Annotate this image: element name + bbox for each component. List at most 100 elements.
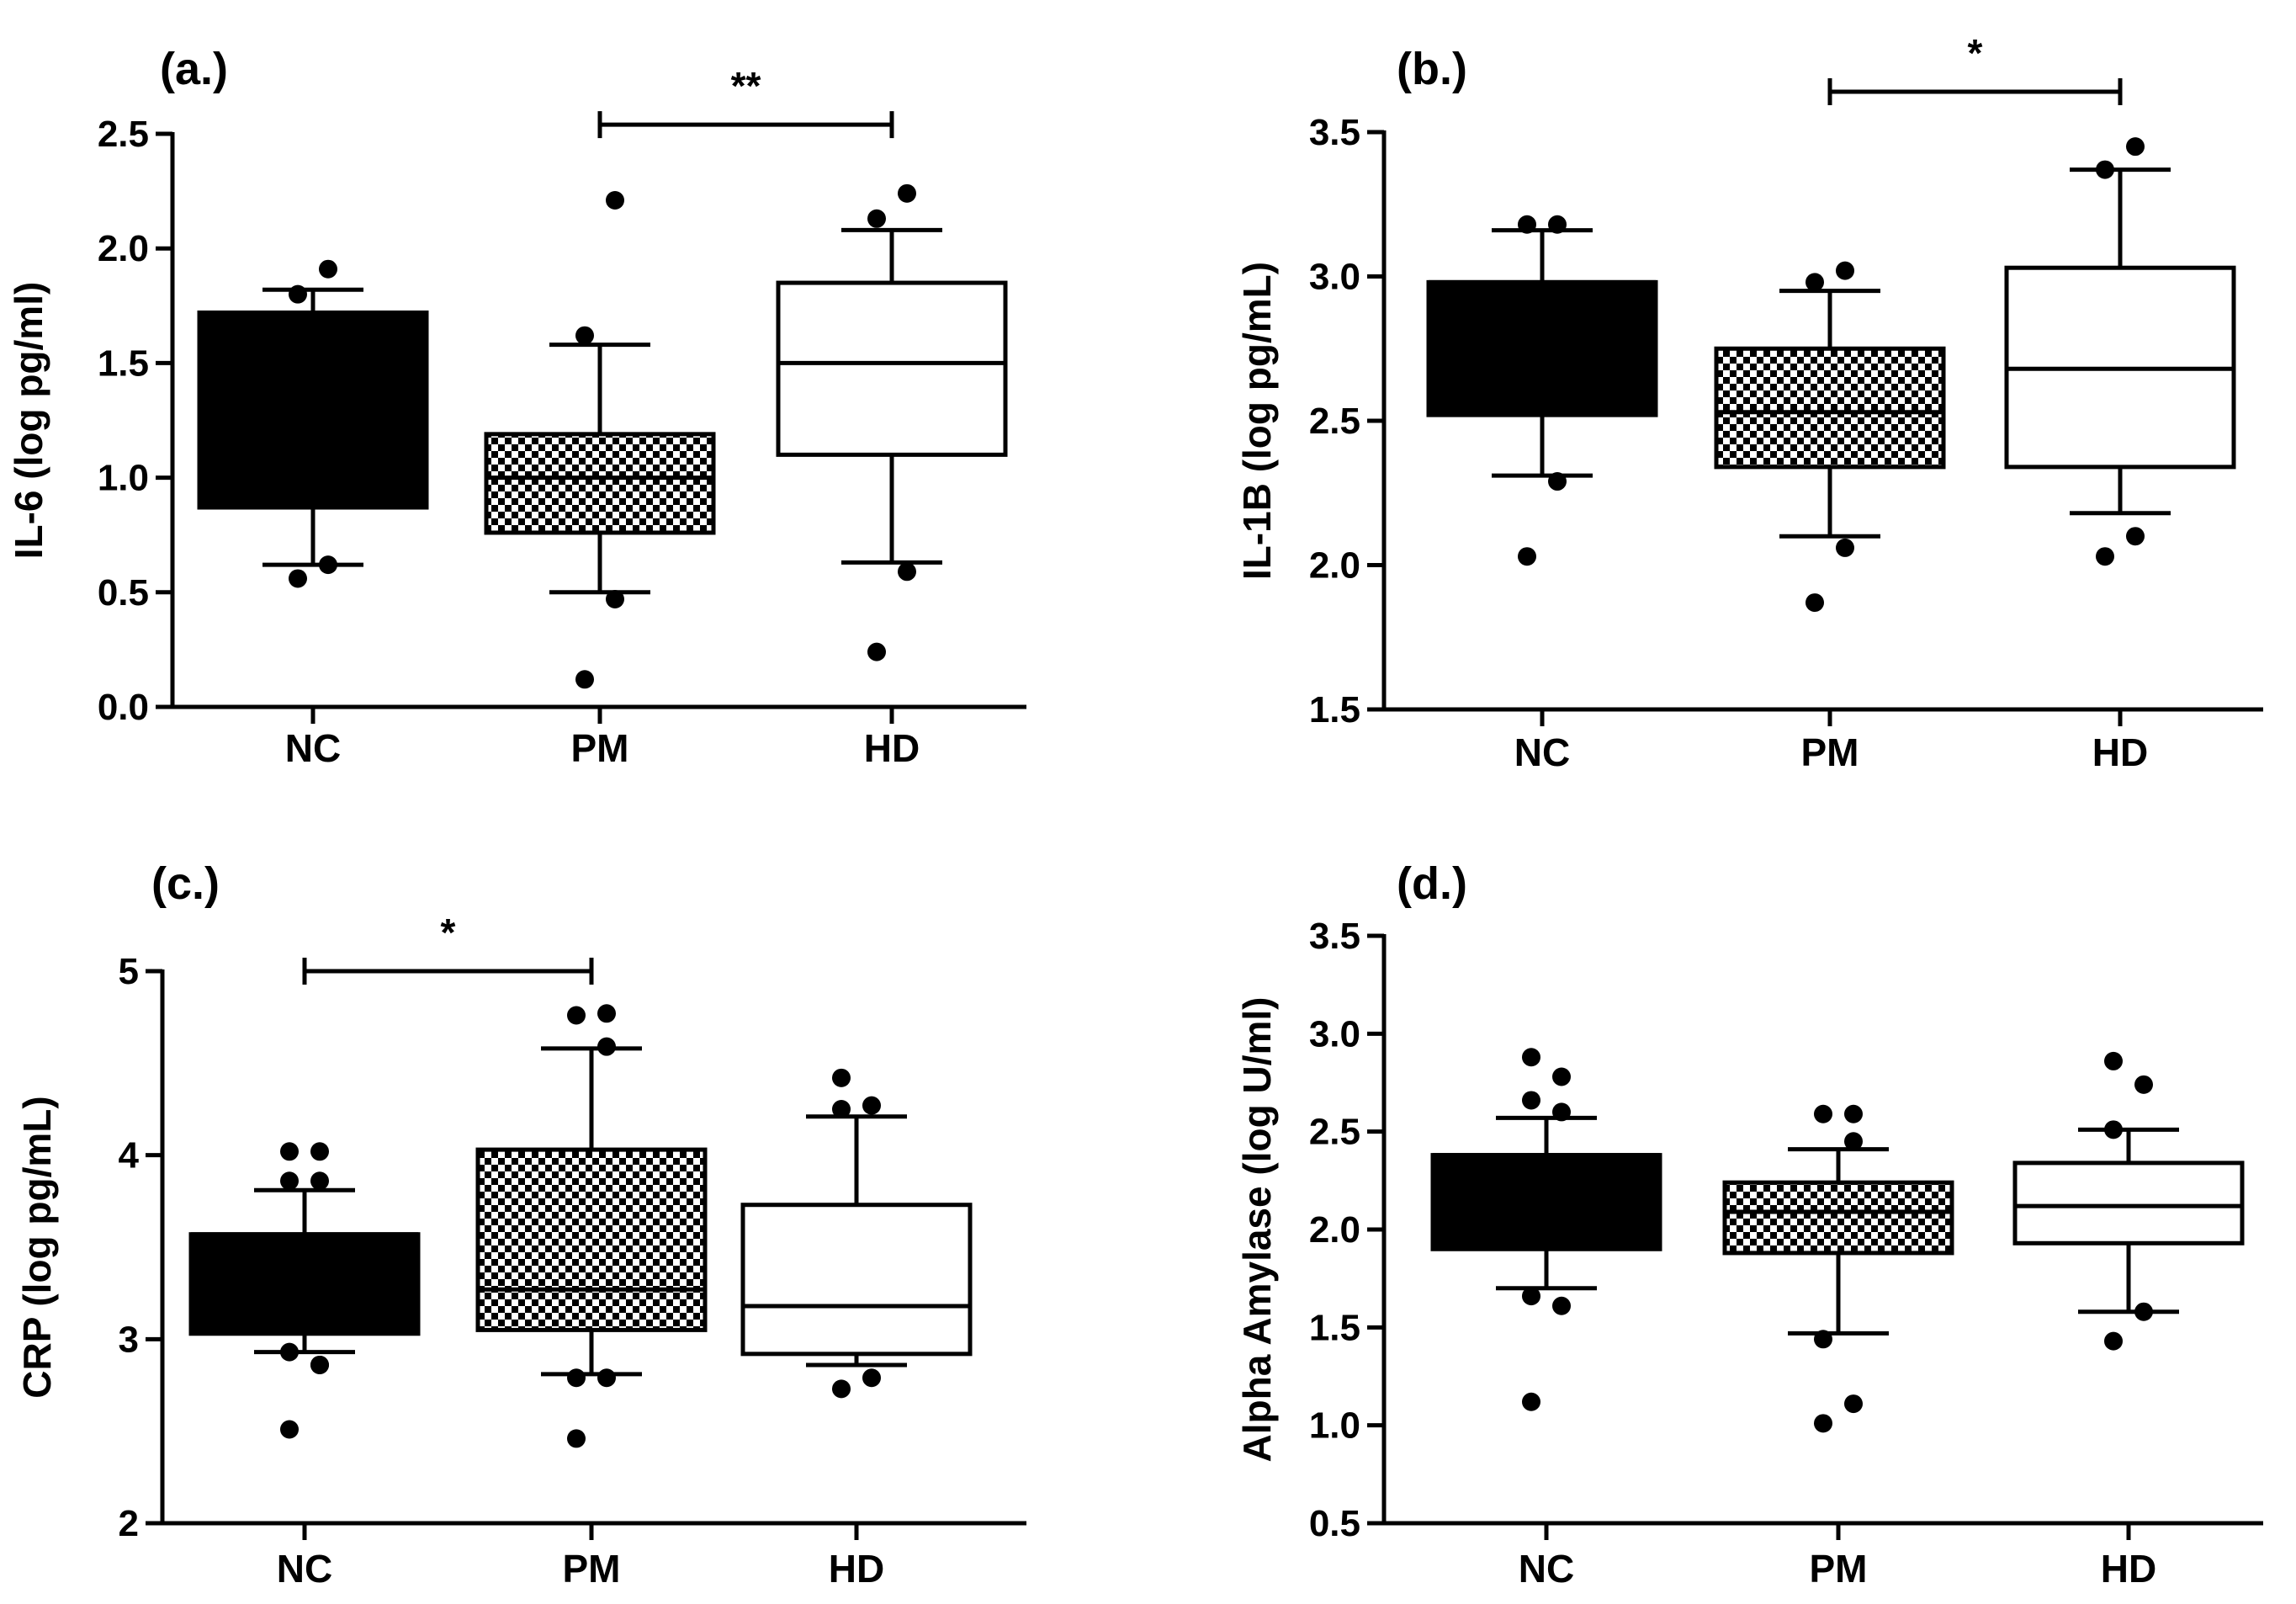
x-tick-label: HD bbox=[2101, 1547, 2156, 1591]
x-tick-label: NC bbox=[285, 726, 341, 770]
outlier-point bbox=[319, 555, 337, 575]
y-axis-title: IL-1B (log pg/mL) bbox=[1235, 262, 1279, 580]
outlier-point bbox=[280, 1342, 299, 1362]
x-tick-label: PM bbox=[1810, 1547, 1868, 1591]
x-tick-label: NC bbox=[1514, 730, 1570, 774]
y-tick-label: 2.0 bbox=[98, 228, 149, 269]
outlier-point bbox=[575, 326, 594, 345]
box-hd bbox=[2004, 137, 2236, 566]
outlier-point bbox=[1844, 1394, 1863, 1414]
box-nc bbox=[1426, 215, 1658, 566]
outlier-point bbox=[832, 1100, 851, 1118]
outlier-point bbox=[2104, 1331, 2123, 1351]
outlier-point bbox=[606, 589, 624, 608]
significance-bracket: ** bbox=[597, 64, 894, 139]
outlier-point bbox=[2126, 137, 2145, 157]
panel-3: (c.) 2 3 4 5 CRP (log pg/mL) NC PM HD * bbox=[15, 858, 1026, 1591]
outlier-point bbox=[867, 642, 886, 661]
y-tick-label: 2.5 bbox=[98, 114, 149, 155]
y-tick-label: 2 bbox=[119, 1503, 139, 1544]
y-tick-label: 1.0 bbox=[98, 458, 149, 499]
outlier-point bbox=[832, 1068, 851, 1087]
x-tick-label: HD bbox=[864, 726, 920, 770]
outlier-point bbox=[1814, 1414, 1832, 1433]
outlier-point bbox=[1806, 273, 1824, 292]
y-tick-label: 1.5 bbox=[1309, 1307, 1360, 1348]
outlier-point bbox=[2134, 1075, 2153, 1094]
outlier-point bbox=[567, 1368, 586, 1388]
outlier-point bbox=[280, 1171, 299, 1191]
box-body bbox=[776, 280, 1008, 457]
y-tick-label: 4 bbox=[119, 1135, 140, 1176]
outlier-point bbox=[1806, 593, 1824, 613]
panel-2: (b.) 1.5 2.0 2.5 3.0 3.5 IL-1B (log pg/mL) NC PM… bbox=[1235, 31, 2263, 774]
outlier-point bbox=[1552, 1296, 1571, 1315]
y-tick-label: 2.5 bbox=[1309, 401, 1360, 442]
box-body bbox=[1430, 1153, 1662, 1251]
outlier-point bbox=[1552, 1102, 1571, 1122]
box-pm bbox=[484, 190, 716, 689]
box-body bbox=[188, 1232, 421, 1336]
panel-label: (c.) bbox=[151, 858, 220, 909]
outlier-point bbox=[606, 190, 624, 210]
outlier-point bbox=[2134, 1302, 2153, 1321]
y-tick-label: 3.0 bbox=[1309, 1013, 1360, 1054]
outlier-point bbox=[1548, 215, 1567, 234]
panel-1: (a.) 0.0 0.5 1.0 1.5 2.0 2.5 IL-6 (log pg/ml) NC… bbox=[7, 44, 1026, 770]
significance-bracket: * bbox=[302, 911, 594, 985]
y-axis-title: Alpha Amylase (log U/ml) bbox=[1235, 997, 1279, 1463]
significance-bracket: * bbox=[1827, 31, 2123, 105]
box-pm bbox=[1722, 1104, 1954, 1433]
box-body bbox=[197, 310, 429, 510]
outlier-point bbox=[289, 569, 307, 588]
box-hd bbox=[740, 1068, 973, 1399]
y-tick-label: 0.0 bbox=[98, 687, 149, 728]
y-tick-label: 1.5 bbox=[1309, 689, 1360, 730]
y-tick-label: 5 bbox=[119, 951, 139, 992]
panel-4: (d.) 0.5 1.0 1.5 2.0 2.5 3.0 3.5 Alpha Amylase (… bbox=[1235, 858, 2263, 1591]
y-tick-label: 3.5 bbox=[1309, 916, 1360, 957]
outlier-point bbox=[567, 1006, 586, 1025]
outlier-point bbox=[898, 562, 916, 582]
outlier-point bbox=[1522, 1048, 1540, 1067]
outlier-point bbox=[280, 1420, 299, 1439]
y-axis-title: CRP (log pg/mL) bbox=[15, 1096, 59, 1398]
box-pm bbox=[1714, 261, 1946, 613]
outlier-point bbox=[2104, 1051, 2123, 1070]
panel-label: (d.) bbox=[1397, 858, 1467, 909]
panel-label: (b.) bbox=[1397, 44, 1467, 94]
outlier-point bbox=[1518, 215, 1536, 234]
outlier-point bbox=[1522, 1287, 1540, 1306]
y-tick-label: 3.5 bbox=[1309, 112, 1360, 153]
outlier-point bbox=[1548, 472, 1567, 491]
outlier-point bbox=[2126, 527, 2145, 546]
y-tick-label: 1.5 bbox=[98, 343, 149, 384]
outlier-point bbox=[1552, 1067, 1571, 1086]
x-tick-label: PM bbox=[1801, 730, 1859, 774]
y-tick-label: 3 bbox=[119, 1319, 139, 1360]
box-body bbox=[1426, 279, 1658, 417]
outlier-point bbox=[867, 209, 886, 228]
box-body bbox=[1722, 1180, 1954, 1256]
box-pm bbox=[475, 1004, 708, 1448]
box-nc bbox=[197, 259, 429, 588]
x-tick-label: PM bbox=[571, 726, 629, 770]
outlier-point bbox=[1814, 1330, 1832, 1349]
outlier-point bbox=[1844, 1132, 1863, 1151]
significance-label: ** bbox=[731, 64, 761, 108]
outlier-point bbox=[567, 1429, 586, 1448]
significance-label: * bbox=[1968, 31, 1983, 75]
y-tick-label: 2.0 bbox=[1309, 545, 1360, 587]
outlier-point bbox=[1814, 1104, 1832, 1123]
y-tick-label: 1.0 bbox=[1309, 1405, 1360, 1447]
x-tick-label: HD bbox=[829, 1547, 884, 1591]
outlier-point bbox=[1844, 1104, 1863, 1123]
x-tick-label: PM bbox=[563, 1547, 621, 1591]
y-tick-label: 0.5 bbox=[1309, 1503, 1360, 1544]
outlier-point bbox=[2096, 547, 2114, 566]
y-tick-label: 0.5 bbox=[98, 572, 149, 613]
y-axis-title: IL-6 (log pg/ml) bbox=[7, 282, 50, 560]
outlier-point bbox=[1518, 547, 1536, 566]
outlier-point bbox=[862, 1368, 881, 1388]
